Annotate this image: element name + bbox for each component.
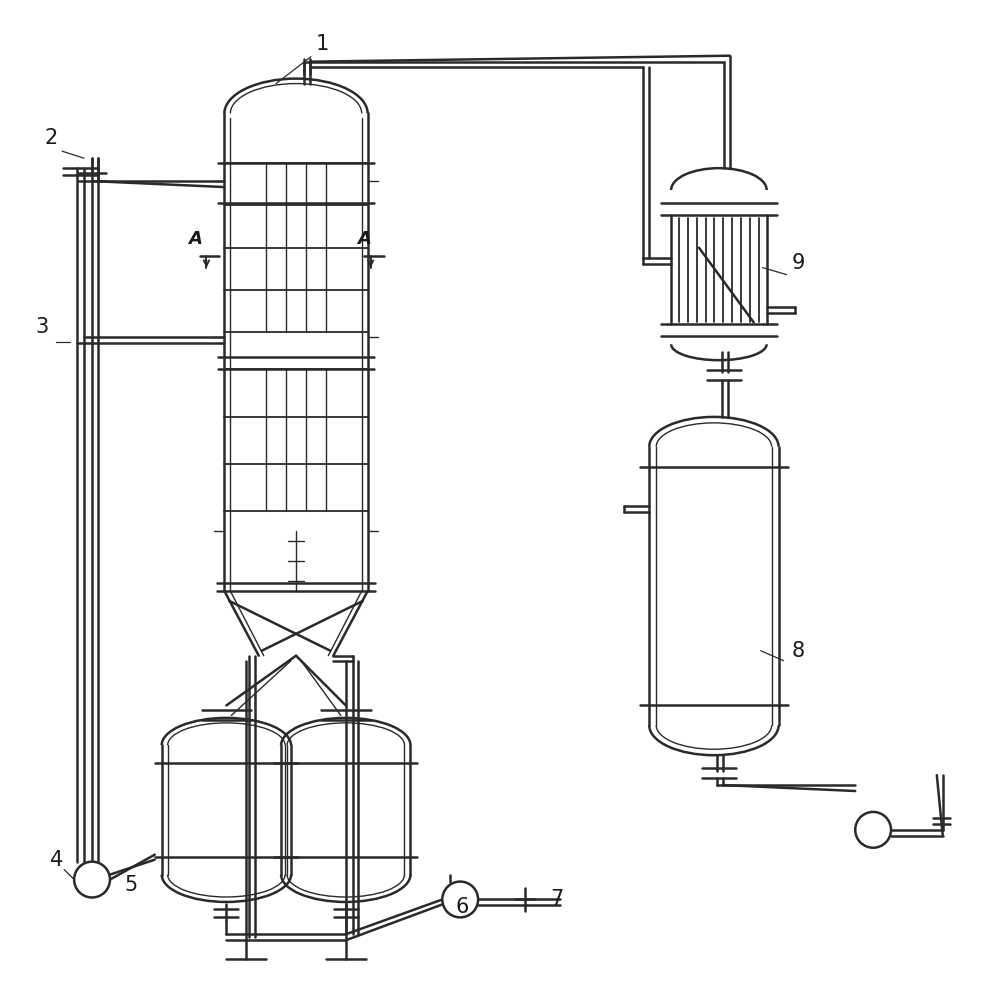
Text: A: A bbox=[357, 230, 371, 248]
Text: 5: 5 bbox=[124, 874, 137, 894]
Circle shape bbox=[855, 812, 891, 848]
Text: 8: 8 bbox=[792, 640, 805, 660]
Text: 4: 4 bbox=[50, 849, 64, 869]
Text: 1: 1 bbox=[316, 34, 329, 54]
Text: 9: 9 bbox=[792, 252, 805, 272]
Circle shape bbox=[74, 862, 110, 898]
Circle shape bbox=[442, 882, 478, 917]
Text: 7: 7 bbox=[550, 889, 563, 909]
Text: 3: 3 bbox=[35, 317, 49, 337]
Text: 6: 6 bbox=[455, 897, 469, 916]
Text: A: A bbox=[189, 230, 202, 248]
Text: 2: 2 bbox=[44, 128, 58, 148]
